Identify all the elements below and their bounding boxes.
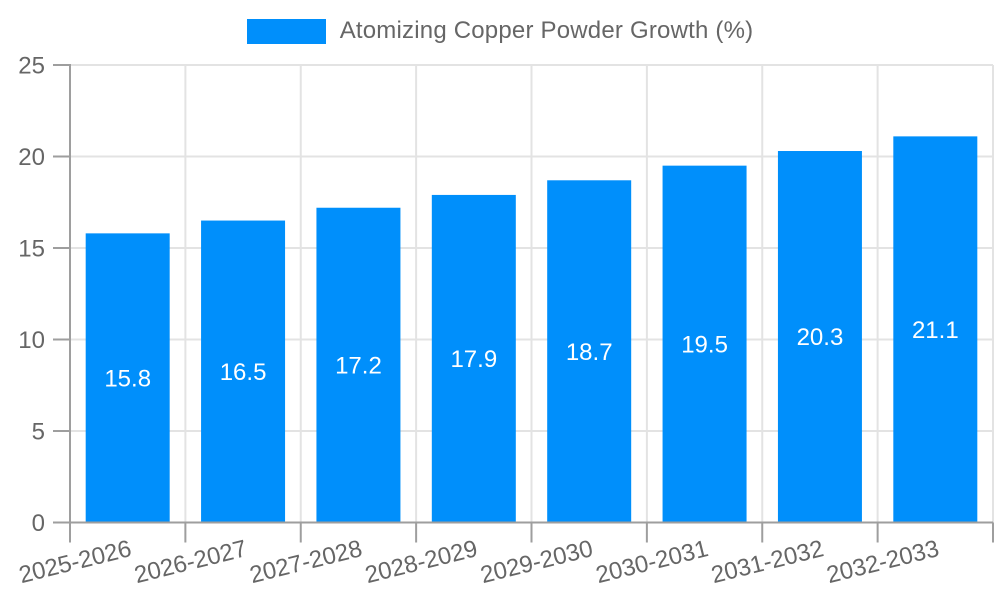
x-tick-label: 2031-2032 xyxy=(708,535,826,589)
y-tick-label: 0 xyxy=(32,510,45,537)
x-tick-label: 2029-2030 xyxy=(478,535,596,589)
legend-label: Atomizing Copper Powder Growth (%) xyxy=(339,17,754,44)
x-tick-label: 2030-2031 xyxy=(593,535,711,589)
bar-value-label: 20.3 xyxy=(797,324,844,351)
x-tick-label: 2032-2033 xyxy=(824,535,942,589)
y-tick-label: 15 xyxy=(18,235,45,262)
bar[interactable] xyxy=(85,233,170,523)
x-tick-label: 2025-2026 xyxy=(16,535,134,589)
y-tick-label: 20 xyxy=(18,144,45,171)
y-tick-label: 25 xyxy=(18,52,45,79)
bar[interactable] xyxy=(431,194,516,523)
bar[interactable] xyxy=(777,151,862,523)
bar-value-label: 17.2 xyxy=(335,353,382,380)
legend-swatch xyxy=(246,18,326,44)
bar-value-label: 17.9 xyxy=(450,346,497,373)
y-tick-label: 10 xyxy=(18,327,45,354)
bar[interactable] xyxy=(662,165,747,523)
bar-value-label: 19.5 xyxy=(681,331,728,358)
x-tick-label: 2028-2029 xyxy=(362,535,480,589)
bar-value-label: 16.5 xyxy=(220,359,267,386)
bar[interactable] xyxy=(893,136,978,523)
x-tick-label: 2026-2027 xyxy=(132,535,250,589)
legend-item[interactable]: Atomizing Copper Powder Growth (%) xyxy=(0,17,1000,45)
bar-value-label: 21.1 xyxy=(912,317,959,344)
bar-value-label: 15.8 xyxy=(104,365,151,392)
bar[interactable] xyxy=(201,220,286,523)
bar[interactable] xyxy=(316,207,401,523)
y-tick-label: 5 xyxy=(32,418,45,445)
bar-value-label: 18.7 xyxy=(566,339,613,366)
bar[interactable] xyxy=(547,180,632,523)
x-tick-label: 2027-2028 xyxy=(247,535,365,589)
